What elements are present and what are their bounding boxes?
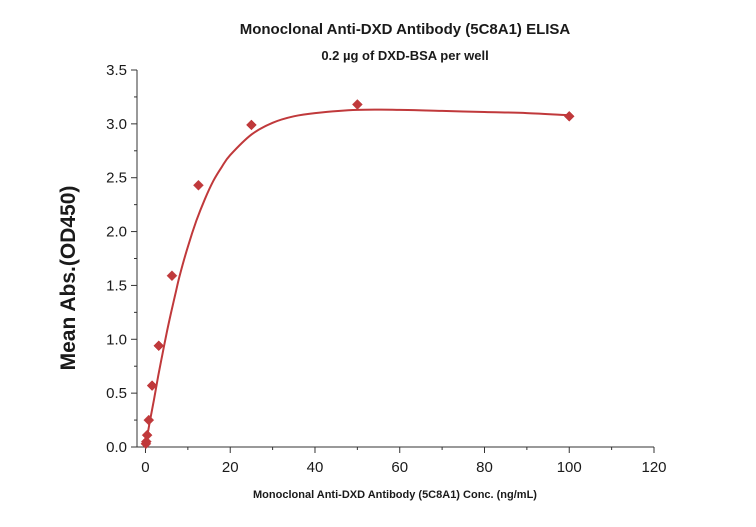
data-point-diamond xyxy=(141,429,153,441)
data-point-diamond xyxy=(352,99,363,110)
fit-curve xyxy=(144,108,570,443)
data-point-diamond xyxy=(140,436,152,447)
chart-subtitle: 0.2 µg of DXD-BSA per well xyxy=(321,48,488,63)
x-tick-label: 20 xyxy=(222,459,239,476)
x-tick-label: 80 xyxy=(476,459,493,476)
x-tick-label: 40 xyxy=(307,459,324,476)
y-tick-label: 0.0 xyxy=(106,439,127,456)
y-tick-label: 0.5 xyxy=(106,385,127,402)
chart-title: Monoclonal Anti-DXD Antibody (5C8A1) ELI… xyxy=(240,21,571,38)
y-tick-label: 1.5 xyxy=(106,277,127,294)
data-points xyxy=(140,99,575,450)
y-axis-label: Mean Abs.(OD450) xyxy=(57,186,80,371)
y-tick-label: 2.5 xyxy=(106,170,127,187)
y-tick-label: 3.5 xyxy=(106,62,127,79)
data-point-diamond xyxy=(143,414,155,426)
fit-curve-layer xyxy=(144,108,570,443)
x-tick-label: 60 xyxy=(391,459,408,476)
x-tick-label: 0 xyxy=(141,459,149,476)
x-tick-label: 120 xyxy=(641,459,666,476)
y-tick-label: 3.0 xyxy=(106,116,127,133)
y-tick-label: 2.0 xyxy=(106,224,127,241)
x-tick-label: 100 xyxy=(557,459,582,476)
y-tick-label: 1.0 xyxy=(106,331,127,348)
data-point-diamond xyxy=(153,340,165,352)
data-point-diamond xyxy=(166,270,178,282)
data-point-diamond xyxy=(146,380,158,391)
data-point-diamond xyxy=(193,179,204,191)
data-point-diamond xyxy=(246,119,257,131)
data-point-diamond xyxy=(563,110,575,122)
axes: 0.0 0.5 1.0 1.5 2.0 2.5 3.0 3.5 0 20 40 60 80 100 120 xyxy=(106,62,666,476)
x-axis-label: Monoclonal Anti-DXD Antibody (5C8A1) Con… xyxy=(253,489,537,501)
